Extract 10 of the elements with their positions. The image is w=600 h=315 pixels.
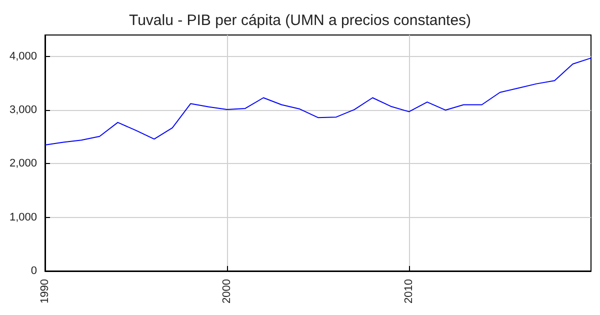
x-tick-label: 2000 bbox=[221, 279, 233, 304]
x-tick-label: 1990 bbox=[39, 279, 51, 304]
y-tick-label: 4,000 bbox=[9, 50, 37, 62]
y-tick-label: 0 bbox=[30, 265, 37, 277]
x-tick-label: 2010 bbox=[403, 279, 415, 304]
y-tick-label: 2,000 bbox=[9, 158, 37, 170]
y-tick-label: 1,000 bbox=[9, 211, 37, 224]
y-tick-label: 3,000 bbox=[9, 104, 37, 116]
chart-title: Tuvalu - PIB per cápita (UMN a precios constantes) bbox=[128, 12, 472, 29]
line-series bbox=[44, 58, 592, 146]
